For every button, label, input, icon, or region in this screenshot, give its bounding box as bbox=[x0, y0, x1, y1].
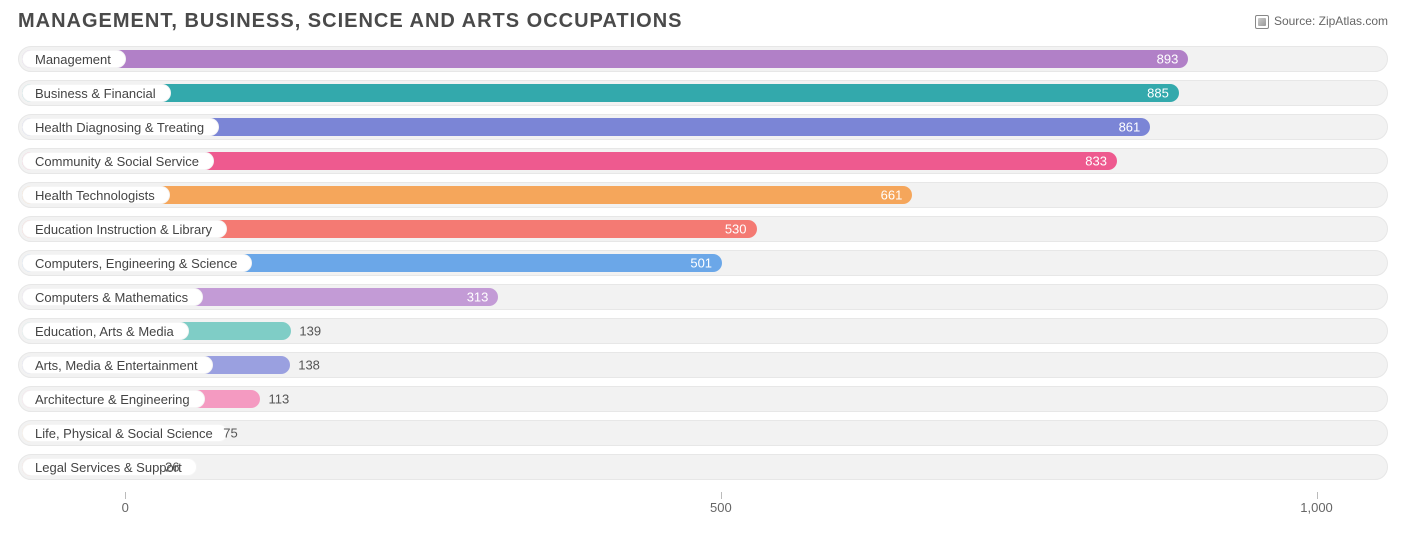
bar-row: Education, Arts & Media 139 bbox=[18, 314, 1388, 348]
bar-label: Management bbox=[22, 50, 126, 68]
source-attribution: Source: ZipAtlas.com bbox=[1255, 14, 1388, 29]
bar-label: Health Diagnosing & Treating bbox=[22, 118, 219, 136]
bar-label: Business & Financial bbox=[22, 84, 171, 102]
bar-track: Computers, Engineering & Science 501 bbox=[18, 250, 1388, 276]
bar-track: Business & Financial 885 bbox=[18, 80, 1388, 106]
bar-value: 138 bbox=[298, 358, 320, 373]
bar-label: Education, Arts & Media bbox=[22, 322, 189, 340]
bar-label: Arts, Media & Entertainment bbox=[22, 356, 213, 374]
bar-label: Computers & Mathematics bbox=[22, 288, 203, 306]
bar-value: 861 bbox=[1119, 120, 1141, 135]
bar-value: 26 bbox=[165, 460, 179, 475]
bar-value: 501 bbox=[690, 256, 712, 271]
bar-track: Education, Arts & Media 139 bbox=[18, 318, 1388, 344]
axis-tick-label: 0 bbox=[122, 500, 129, 515]
bar-track: Health Diagnosing & Treating 861 bbox=[18, 114, 1388, 140]
bar-track: Architecture & Engineering 113 bbox=[18, 386, 1388, 412]
bar-track: Life, Physical & Social Science75 bbox=[18, 420, 1388, 446]
bar-track: Legal Services & Support26 bbox=[18, 454, 1388, 480]
bar bbox=[22, 50, 1188, 68]
chart-title: MANAGEMENT, BUSINESS, SCIENCE AND ARTS O… bbox=[18, 10, 682, 33]
axis-tick-label: 1,000 bbox=[1300, 500, 1333, 515]
bar-row: Health Diagnosing & Treating 861 bbox=[18, 110, 1388, 144]
bar-row: Legal Services & Support26 bbox=[18, 450, 1388, 484]
bar-row: Management 893 bbox=[18, 42, 1388, 76]
chart-area: Management 893 Business & Financial 885 Heal… bbox=[18, 42, 1388, 558]
bar-label: Health Technologists bbox=[22, 186, 170, 204]
bar-track: Education Instruction & Library 530 bbox=[18, 216, 1388, 242]
bar-row: Computers, Engineering & Science 501 bbox=[18, 246, 1388, 280]
bar-track: Community & Social Service 833 bbox=[18, 148, 1388, 174]
axis-tick bbox=[1317, 492, 1318, 499]
bar-row: Education Instruction & Library 530 bbox=[18, 212, 1388, 246]
axis-tick bbox=[721, 492, 722, 499]
bar-label: Architecture & Engineering bbox=[22, 390, 205, 408]
bar bbox=[22, 84, 1179, 102]
bar-row: Arts, Media & Entertainment 138 bbox=[18, 348, 1388, 382]
bar-value: 113 bbox=[268, 392, 289, 407]
axis-tick bbox=[125, 492, 126, 499]
bar-value: 530 bbox=[725, 222, 747, 237]
axis-tick-label: 500 bbox=[710, 500, 732, 515]
bar-track: Arts, Media & Entertainment 138 bbox=[18, 352, 1388, 378]
source-icon bbox=[1255, 15, 1269, 29]
source-name: ZipAtlas.com bbox=[1319, 14, 1388, 28]
bar-value: 139 bbox=[299, 324, 321, 339]
bar-label: Life, Physical & Social Science bbox=[22, 424, 228, 442]
x-axis: 0 500 1,000 bbox=[18, 492, 1388, 520]
bar-row: Computers & Mathematics 313 bbox=[18, 280, 1388, 314]
bar-value: 313 bbox=[467, 290, 489, 305]
bar-label: Education Instruction & Library bbox=[22, 220, 227, 238]
bars-region: Management 893 Business & Financial 885 Heal… bbox=[18, 42, 1388, 484]
bar-track: Management 893 bbox=[18, 46, 1388, 72]
bar-label: Community & Social Service bbox=[22, 152, 214, 170]
bar-label: Computers, Engineering & Science bbox=[22, 254, 252, 272]
bar-row: Business & Financial 885 bbox=[18, 76, 1388, 110]
bar-row: Life, Physical & Social Science75 bbox=[18, 416, 1388, 450]
bar-row: Health Technologists 661 bbox=[18, 178, 1388, 212]
bar-value: 893 bbox=[1157, 52, 1179, 67]
bar-value: 885 bbox=[1147, 86, 1169, 101]
bar-track: Computers & Mathematics 313 bbox=[18, 284, 1388, 310]
bar-value: 661 bbox=[881, 188, 903, 203]
bar-track: Health Technologists 661 bbox=[18, 182, 1388, 208]
bar-row: Community & Social Service 833 bbox=[18, 144, 1388, 178]
source-label: Source: bbox=[1274, 14, 1315, 28]
bar-row: Architecture & Engineering 113 bbox=[18, 382, 1388, 416]
bar-value: 75 bbox=[223, 426, 237, 441]
bar-value: 833 bbox=[1085, 154, 1107, 169]
